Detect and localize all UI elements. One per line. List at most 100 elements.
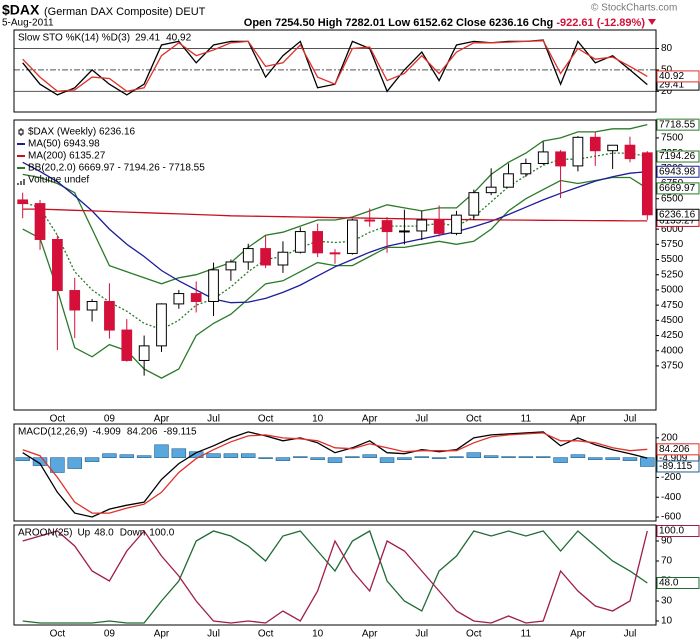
y-tick-label: -200 <box>661 472 681 483</box>
x-tick-label: Oct <box>258 629 274 639</box>
candle-body <box>156 303 167 347</box>
candle-body <box>537 151 549 164</box>
x-tick-label: Oct <box>50 414 66 425</box>
histogram-bar <box>327 457 343 463</box>
quote-value: 6152.62 <box>413 17 453 29</box>
last-value-label: 40.92 <box>659 71 684 82</box>
x-tick-label: 09 <box>104 414 116 425</box>
candle-body <box>86 300 98 311</box>
last-value-label: 84.206 <box>659 444 690 455</box>
last-value-label: 100.0 <box>659 526 684 537</box>
legend-entry: Down <box>120 528 146 539</box>
last-value-box <box>656 525 700 537</box>
legend-value: 48.0 <box>94 528 114 539</box>
panel-frame <box>13 423 657 522</box>
legend-title: MACD(12,26,9) <box>18 427 87 438</box>
y-tick-label: 6000 <box>661 224 684 235</box>
last-value-label: 7194.26 <box>659 151 696 162</box>
y-tick-label: 7500 <box>661 133 684 144</box>
x-tick-label: 10 <box>312 414 324 425</box>
legend-value: -4.909 <box>92 427 121 438</box>
line <box>22 432 648 514</box>
last-value-label: -89.115 <box>659 461 693 472</box>
quote-value: 7254.50 <box>275 17 315 29</box>
last-value-box <box>656 118 700 131</box>
legend-value: 40.92 <box>166 33 191 44</box>
y-tick-label: 4500 <box>661 315 684 326</box>
candle-body <box>416 219 428 232</box>
last-value-label: 6943.98 <box>659 166 696 177</box>
histogram-bar <box>518 456 534 458</box>
candle-body <box>433 219 445 234</box>
quote-value: 7282.01 <box>345 17 385 29</box>
legend-value: -89.115 <box>163 427 197 438</box>
last-value-box <box>656 443 700 456</box>
candle-body <box>589 136 601 152</box>
y-tick-label: 30 <box>661 596 673 607</box>
histogram-bar <box>275 457 291 461</box>
candle-body <box>294 231 306 253</box>
y-tick-label: 70 <box>661 556 673 567</box>
histogram-bar <box>310 457 325 460</box>
legend-swatch <box>23 179 25 185</box>
histogram-bar <box>379 457 395 463</box>
x-tick-label: 10 <box>312 629 324 639</box>
candle-body <box>485 186 497 194</box>
histogram-bar <box>431 457 447 459</box>
x-tick-label: Apr <box>362 629 378 639</box>
histogram-bar <box>622 457 638 461</box>
x-tick-label: 11 <box>521 629 532 639</box>
histogram-bar <box>293 456 308 458</box>
candle-body <box>346 219 358 254</box>
candle-body <box>277 251 289 266</box>
plot-area <box>14 39 656 96</box>
symbol-name: (German DAX Composite) DEUT <box>44 6 206 18</box>
candle-body <box>451 214 462 234</box>
y-tick-label: 5500 <box>661 254 684 265</box>
bb-lower <box>22 176 648 379</box>
y-tick-label: -400 <box>661 492 681 503</box>
histogram-bar <box>397 457 412 460</box>
candle-body <box>69 290 81 311</box>
histogram-bar <box>535 456 551 458</box>
candle-body <box>381 220 393 233</box>
candle-body <box>242 248 254 263</box>
histogram-bar <box>501 456 516 458</box>
candle-body <box>312 231 324 254</box>
histogram-bar <box>640 457 655 467</box>
y-tick-label: 4000 <box>661 345 684 356</box>
x-tick-label: Oct <box>50 629 66 639</box>
candle-body <box>399 230 410 233</box>
histogram-bar <box>345 456 360 458</box>
x-tick-label: Jul <box>624 414 637 425</box>
histogram-bar <box>483 455 499 458</box>
histogram-bar <box>605 457 620 460</box>
quote-label: Low <box>388 17 410 29</box>
y-tick-label: 5750 <box>661 239 684 250</box>
y-tick-label: 20 <box>661 86 673 97</box>
plot-area <box>22 529 648 624</box>
legend-entry: Up <box>77 528 90 539</box>
x-tick-label: 11 <box>521 414 532 425</box>
histogram-bar <box>171 448 187 458</box>
legend-value: 29.41 <box>135 33 160 44</box>
y-tick-label: 5250 <box>661 269 684 280</box>
y-tick-label: -600 <box>661 512 681 523</box>
histogram-bar <box>258 457 273 459</box>
histogram-bar <box>223 453 239 458</box>
legend-value: 100.0 <box>149 528 174 539</box>
last-value-box <box>656 150 700 163</box>
y-tick-label: 5000 <box>661 285 684 296</box>
histogram-bar <box>466 452 482 458</box>
line <box>22 529 648 624</box>
last-value-box <box>656 208 700 221</box>
legend-title: Slow STO %K(14) %D(3) <box>18 33 130 44</box>
legend-swatch <box>20 181 22 185</box>
plot-area <box>17 123 653 379</box>
last-value-box <box>656 165 700 178</box>
quote-label: Open <box>244 17 272 29</box>
legend-swatch <box>17 183 19 185</box>
x-tick-label: Jul <box>207 629 220 639</box>
credit: © StockCharts.com <box>591 3 677 14</box>
